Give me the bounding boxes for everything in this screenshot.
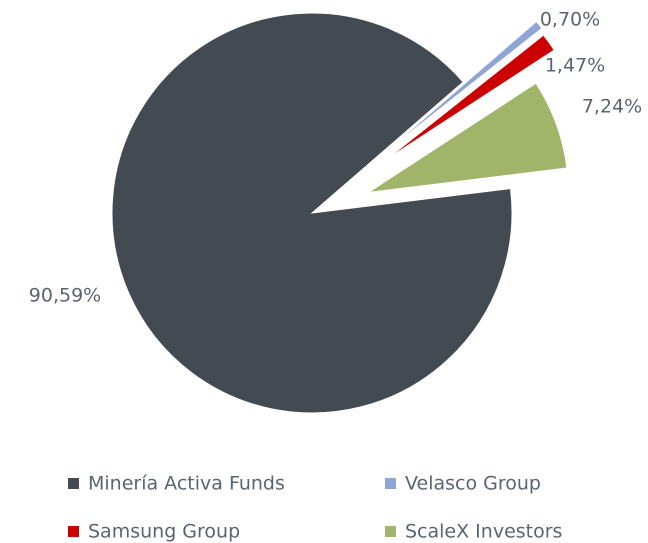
data-label: 7,24%: [582, 96, 642, 118]
legend-swatch: [68, 478, 79, 489]
legend-swatch: [68, 526, 79, 537]
pie-slice: [384, 20, 543, 153]
legend-label: Minería Activa Funds: [88, 473, 285, 495]
data-label: 0,70%: [540, 9, 600, 31]
legend-swatch: [385, 478, 396, 489]
pie-slice: [111, 12, 513, 414]
data-label: 1,47%: [545, 55, 605, 77]
legend-label: Samsung Group: [88, 521, 240, 543]
data-label: 90,59%: [29, 285, 101, 307]
legend-label: ScaleX Investors: [405, 521, 562, 543]
legend-label: Velasco Group: [405, 473, 541, 495]
pie-slice: [386, 34, 555, 160]
pie-slice: [368, 82, 568, 193]
legend-swatch: [385, 526, 396, 537]
